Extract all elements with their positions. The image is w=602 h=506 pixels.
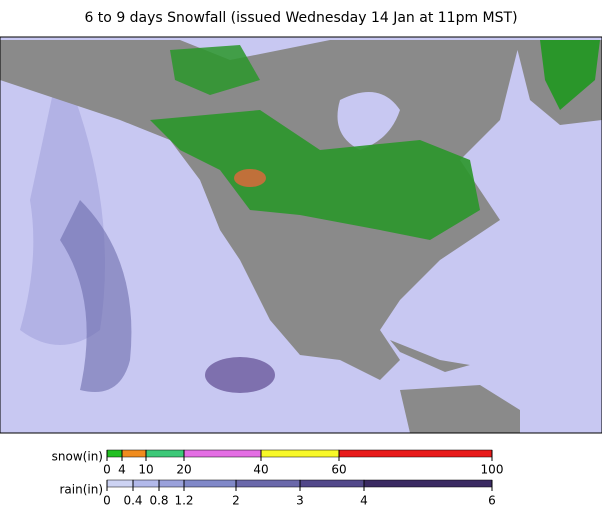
map-title: 6 to 9 days Snowfall (issued Wednesday 1… [84,10,517,26]
rain-color-segment [158,479,185,488]
rain-tick-label: 0.4 [123,494,142,506]
snow-arctic [170,45,260,95]
snow-greenland [540,40,600,110]
rain-tick-label: 0 [103,494,111,506]
rain-color-segment [106,479,134,488]
rain-color-segment [132,479,160,488]
rain-cell [205,357,275,393]
snow-heavy [234,169,266,187]
snow-color-segment [121,449,147,458]
rain-tick-label: 2 [232,494,240,506]
rain-tick-label: 4 [360,494,368,506]
snow-tick-label: 4 [118,463,126,477]
rain-legend-label: rain(in) [59,483,103,497]
rain-color-segment [183,479,237,488]
snow-tick-label: 10 [138,463,153,477]
map-frame [0,36,602,434]
snow-legend-label: snow(in) [52,450,103,464]
rain-tick-label: 6 [488,494,496,506]
snow-tick-label: 60 [331,463,346,477]
snow-color-segment [338,449,493,458]
rain-tick-label: 3 [296,494,304,506]
rain-color-segment [235,479,301,488]
rain-color-segment [363,479,493,488]
snow-tick-label: 100 [481,463,504,477]
snow-color-segment [145,449,185,458]
snow-tick-label: 20 [176,463,191,477]
snow-canada [150,110,480,240]
snow-color-segment [106,449,123,458]
snow-tick-label: 0 [103,463,111,477]
land-south-america [400,385,520,433]
rain-tick-label: 1.2 [174,494,193,506]
snow-tick-label: 40 [253,463,268,477]
snow-color-segment [183,449,262,458]
land-caribbean [390,340,470,372]
map [0,36,602,434]
hudson-bay [337,92,400,150]
rain-color-segment [299,479,365,488]
rain-band [60,200,132,392]
rain-tick-label: 0.8 [149,494,168,506]
snow-color-segment [260,449,340,458]
